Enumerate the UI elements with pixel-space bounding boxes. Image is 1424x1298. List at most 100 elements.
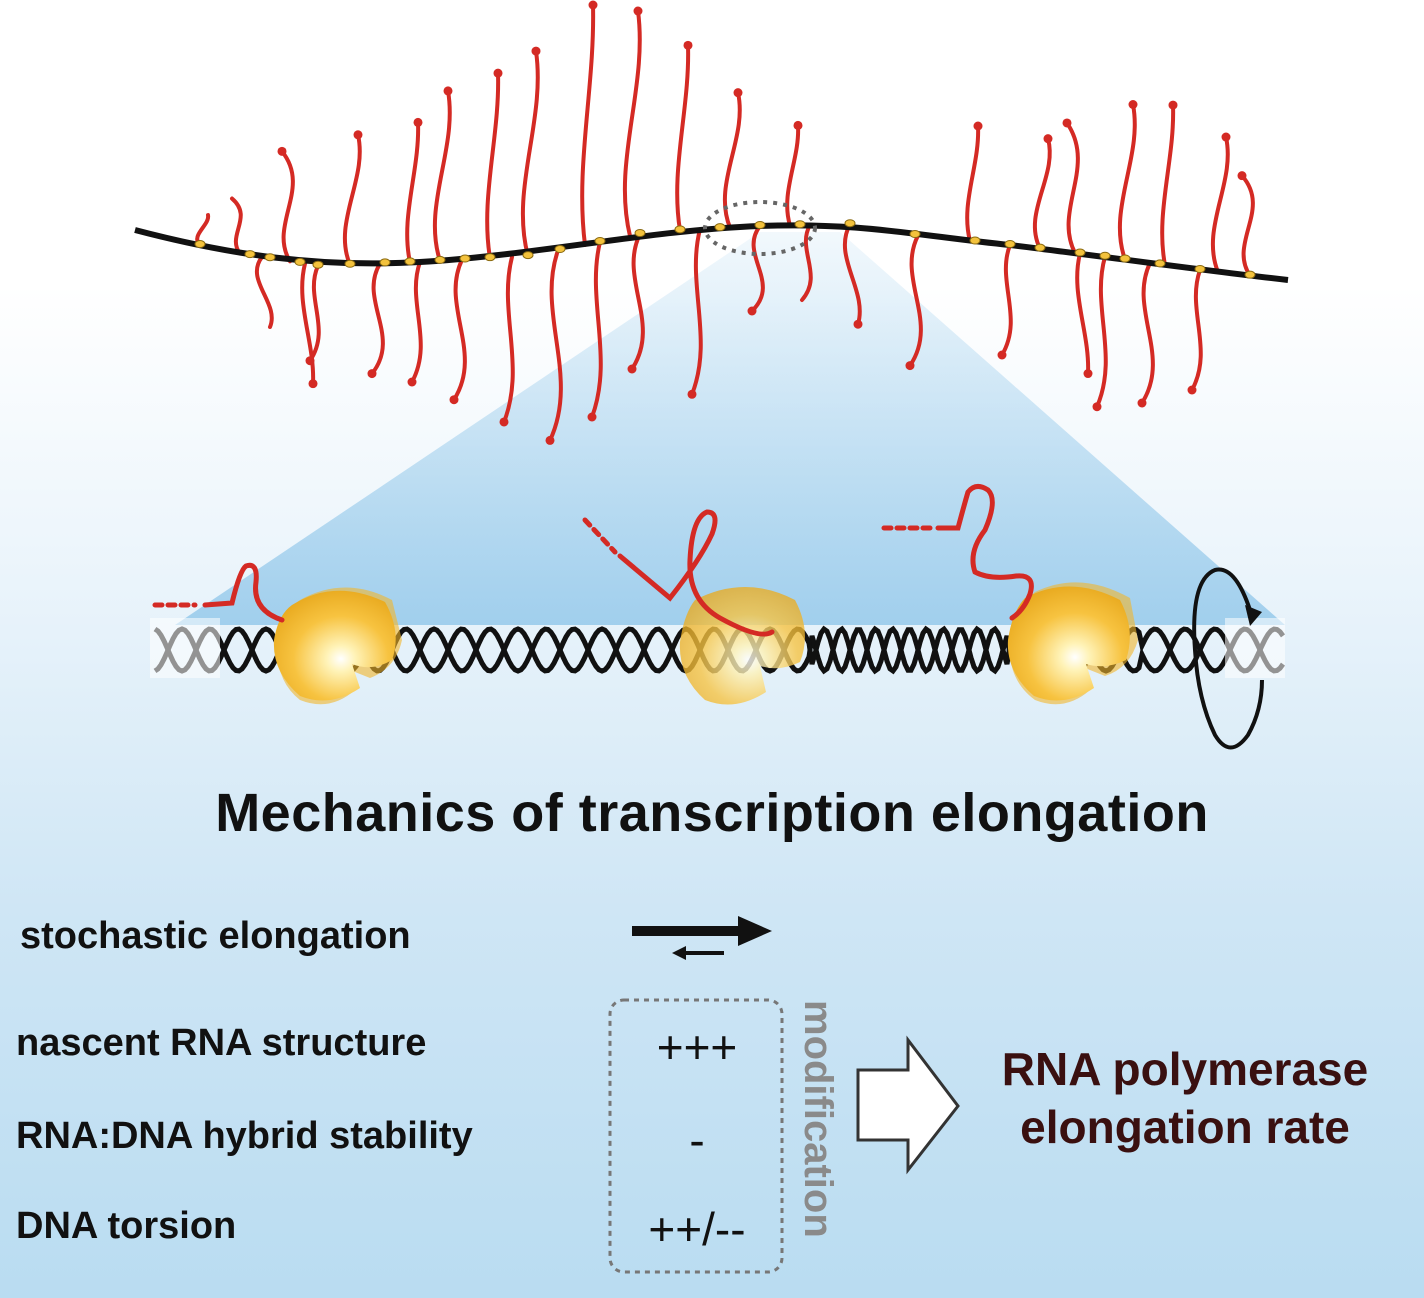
nascent-transcript — [690, 227, 703, 397]
nascent-transcript — [800, 223, 813, 302]
transcript-cap — [413, 117, 423, 127]
polymerase-bead — [379, 258, 391, 267]
modification-label: modification — [796, 1000, 840, 1238]
transcript-cap — [633, 6, 643, 16]
polymerase-bead — [1194, 265, 1206, 273]
polymerase-bead — [969, 236, 981, 245]
polymerase-beads — [194, 219, 1256, 279]
transcript-cap — [443, 86, 453, 96]
nascent-transcript — [1160, 103, 1176, 268]
nascent-transcript — [1190, 268, 1203, 392]
modification-box — [608, 998, 784, 1274]
transcript-cap — [277, 146, 287, 156]
transcript-cap — [627, 364, 637, 374]
polymerase-bead — [264, 253, 276, 262]
rna-polymerase-1 — [273, 587, 402, 705]
transcript-cap — [449, 395, 459, 405]
transcript-cap — [1043, 134, 1053, 144]
nascent-transcript — [432, 88, 452, 263]
transcript-cap — [1128, 100, 1138, 109]
polymerase-bead — [344, 259, 356, 268]
nascent-transcript — [1095, 254, 1108, 409]
zoom-cone — [175, 232, 1285, 625]
transcript-cap — [1237, 171, 1247, 181]
nascent-transcript — [308, 263, 321, 363]
nascent-transcript — [342, 132, 362, 267]
polymerase-bead — [404, 257, 416, 266]
nascent-transcript — [750, 224, 765, 313]
transcript-cap — [853, 319, 863, 329]
nascent-transcript — [580, 3, 596, 247]
transcript-cap — [531, 46, 541, 56]
nascent-transcript — [1000, 243, 1013, 357]
polymerase-bead — [794, 220, 806, 229]
polymerase-bead — [594, 237, 606, 245]
nascent-transcript — [1033, 136, 1052, 251]
nascent-transcript — [675, 43, 691, 233]
polymerase-bead — [244, 250, 256, 259]
nascent-transcript — [410, 260, 423, 384]
rna-polymerase-3 — [1007, 582, 1138, 705]
transcript-cap — [733, 88, 743, 98]
nascent-transcript — [965, 124, 981, 243]
polymerase-bead — [312, 260, 324, 269]
nascent-transcript — [300, 261, 316, 386]
nascent-transcript — [785, 123, 801, 228]
transcript-cap — [545, 435, 555, 445]
transcript-cap — [308, 379, 318, 389]
nascent-transcript — [843, 222, 862, 327]
transcript-cap — [687, 389, 697, 399]
gene-backbone — [134, 222, 1289, 283]
polymerase-bead — [522, 251, 534, 260]
transcript-cap — [493, 68, 503, 78]
transcript-cap — [1187, 385, 1197, 395]
polymerase-bead — [1004, 240, 1016, 248]
nascent-transcript — [1075, 251, 1091, 376]
nascent-transcript — [1117, 102, 1137, 262]
nascent-transcript — [370, 261, 385, 376]
polymerase-bead — [434, 255, 446, 264]
transcript-cap — [747, 306, 757, 316]
transcript-cap — [1083, 369, 1093, 379]
transcript-cap — [367, 369, 377, 379]
nascent-transcript — [405, 120, 421, 265]
polymerase-bead — [1154, 259, 1166, 268]
polymerase-bead — [844, 219, 856, 228]
transcript-cap — [499, 417, 509, 427]
result-line-1: RNA polymerase — [1001, 1043, 1369, 1095]
figure-title: Mechanics of transcription elongation — [215, 783, 1209, 843]
transcript-cap — [1062, 118, 1072, 128]
transcript-cap — [793, 120, 803, 130]
nascent-transcript — [630, 232, 645, 371]
nascent-transcript — [1240, 173, 1255, 278]
nascent-transcript — [1065, 120, 1080, 255]
effect-hybrid-stability: - — [689, 1114, 705, 1166]
polymerase-bead — [909, 230, 921, 238]
polymerase-bead — [714, 223, 726, 232]
polymerase-bead — [484, 253, 496, 262]
polymerase-bead — [674, 225, 686, 234]
factor-stochastic-elongation: stochastic elongation — [20, 915, 411, 957]
nascent-transcript — [230, 196, 243, 256]
polymerase-bead — [459, 254, 471, 263]
nascent-transcript — [590, 240, 603, 419]
nascent-transcript — [485, 71, 501, 261]
nascent-transcript — [1210, 135, 1230, 275]
polymerase-bead — [1244, 270, 1256, 279]
nascent-transcript — [548, 248, 563, 443]
nascent-transcript — [1140, 261, 1155, 405]
transcript-cap — [1137, 398, 1147, 408]
effect-dna-torsion: ++/-- — [648, 1203, 746, 1255]
transcript-cap — [353, 130, 363, 140]
transcript-cap — [905, 361, 915, 371]
nascent-transcript — [452, 257, 467, 402]
polymerase-bead — [1034, 243, 1046, 252]
polymerase-bead — [1099, 251, 1111, 260]
transcript-cap — [997, 350, 1007, 360]
result-label: RNA polymerase elongation rate — [975, 1040, 1395, 1156]
transcript-cap — [1092, 402, 1102, 412]
nascent-transcript — [722, 90, 742, 230]
nascent-transcript — [502, 254, 515, 424]
nascent-transcript — [254, 254, 274, 329]
